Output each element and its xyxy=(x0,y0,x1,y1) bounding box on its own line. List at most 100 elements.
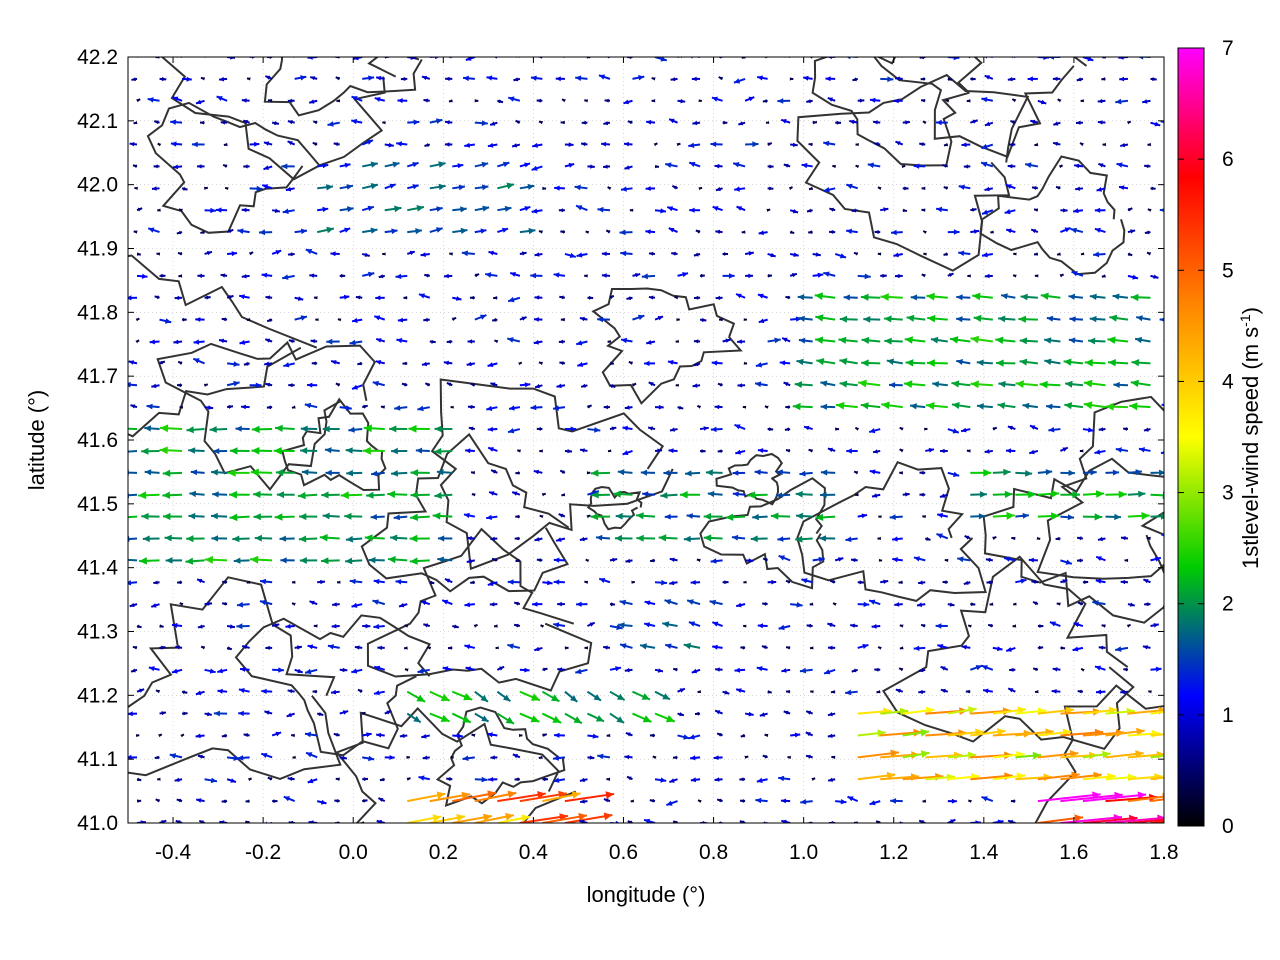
wind-arrow xyxy=(1040,292,1061,300)
wind-arrow xyxy=(579,448,588,453)
wind-arrow xyxy=(733,77,746,84)
wind-arrow xyxy=(902,728,930,737)
wind-arrow xyxy=(1164,274,1173,279)
wind-arrow xyxy=(128,536,138,542)
wind-arrow xyxy=(644,360,656,367)
wind-arrow xyxy=(384,709,392,715)
wind-arrow xyxy=(372,380,385,387)
wind-arrow xyxy=(395,579,408,585)
wind-arrow xyxy=(970,728,1006,737)
wind-arrow xyxy=(534,252,543,257)
wind-arrow xyxy=(757,623,768,629)
wind-arrow xyxy=(432,512,453,520)
wind-arrow xyxy=(363,424,385,433)
wind-arrow xyxy=(309,600,318,606)
wind-arrow xyxy=(785,579,791,584)
wind-arrow xyxy=(688,621,701,627)
wind-arrow xyxy=(397,98,408,104)
contour-line xyxy=(796,460,987,602)
wind-arrow xyxy=(174,295,183,301)
wind-arrow xyxy=(181,76,192,82)
wind-arrow xyxy=(781,668,791,673)
wind-arrow xyxy=(556,383,566,389)
wind-arrow xyxy=(605,229,611,234)
wind-arrow xyxy=(992,426,998,431)
wind-arrow xyxy=(584,580,589,584)
wind-arrow xyxy=(850,623,858,628)
wind-arrow xyxy=(310,339,318,344)
wind-arrow xyxy=(384,142,394,148)
wind-arrow xyxy=(629,208,634,212)
wind-arrow xyxy=(893,252,903,258)
wind-arrow xyxy=(1115,447,1129,453)
wind-arrow xyxy=(992,511,1015,520)
wind-arrow xyxy=(758,230,768,236)
wind-arrow xyxy=(429,580,435,585)
wind-arrow xyxy=(1089,293,1106,300)
wind-arrow xyxy=(966,99,971,103)
colorbar-tick-label: 4 xyxy=(1222,370,1234,393)
wind-arrow xyxy=(436,469,453,476)
wind-arrow xyxy=(992,646,1003,652)
wind-arrow xyxy=(677,98,686,104)
wind-arrow xyxy=(154,295,160,300)
wind-arrow xyxy=(832,602,837,606)
wind-arrow xyxy=(371,470,385,477)
wind-arrow xyxy=(664,599,678,606)
wind-arrow xyxy=(312,141,318,146)
wind-arrow xyxy=(349,578,363,585)
wind-arrow xyxy=(186,426,205,434)
wind-arrow xyxy=(919,470,926,475)
wind-arrow xyxy=(827,733,836,738)
wind-arrow xyxy=(827,777,836,782)
wind-arrow xyxy=(491,317,498,322)
wind-arrow xyxy=(429,227,443,234)
wind-arrow xyxy=(691,76,701,82)
contour-line xyxy=(263,57,423,117)
wind-arrow xyxy=(197,754,205,759)
wind-arrow xyxy=(1030,119,1039,125)
wind-arrow xyxy=(406,755,410,759)
wind-arrow xyxy=(899,471,903,475)
wind-arrow xyxy=(452,790,497,803)
wind-arrow xyxy=(261,272,273,278)
wind-arrow xyxy=(714,709,723,715)
wind-arrow xyxy=(406,161,419,168)
wind-arrow xyxy=(922,120,927,125)
wind-arrow xyxy=(1030,228,1039,234)
wind-arrow xyxy=(304,668,318,675)
wind-arrow xyxy=(695,229,701,234)
wind-arrow xyxy=(626,296,633,301)
wind-arrow xyxy=(660,492,678,499)
wind-arrow xyxy=(894,76,903,81)
wind-arrow xyxy=(193,339,205,345)
wind-arrow xyxy=(129,602,138,608)
wind-arrow xyxy=(1080,99,1085,103)
wind-arrow xyxy=(780,118,791,124)
wind-arrow xyxy=(515,514,520,519)
wind-arrow xyxy=(288,383,295,388)
wind-arrow xyxy=(429,206,443,212)
wind-arrow xyxy=(1159,208,1164,213)
wind-arrow xyxy=(468,426,476,431)
wind-arrow xyxy=(128,381,138,388)
wind-arrow xyxy=(221,602,228,606)
wind-arrow xyxy=(151,186,160,191)
wind-arrow xyxy=(789,252,799,257)
wind-arrow xyxy=(893,98,903,104)
wind-arrow xyxy=(559,469,566,474)
wind-arrow xyxy=(958,250,971,256)
wind-arrow xyxy=(451,316,457,321)
wind-arrow xyxy=(795,490,813,498)
wind-arrow xyxy=(992,536,997,540)
wind-arrow xyxy=(519,162,531,168)
wind-arrow xyxy=(986,580,993,585)
wind-arrow xyxy=(133,121,138,125)
wind-arrow xyxy=(407,228,422,235)
wind-arrow xyxy=(947,77,953,81)
wind-arrow xyxy=(486,405,498,411)
wind-arrow xyxy=(1160,120,1164,124)
wind-arrow xyxy=(936,512,948,519)
wind-arrow xyxy=(827,96,836,102)
wind-arrow xyxy=(266,405,273,410)
